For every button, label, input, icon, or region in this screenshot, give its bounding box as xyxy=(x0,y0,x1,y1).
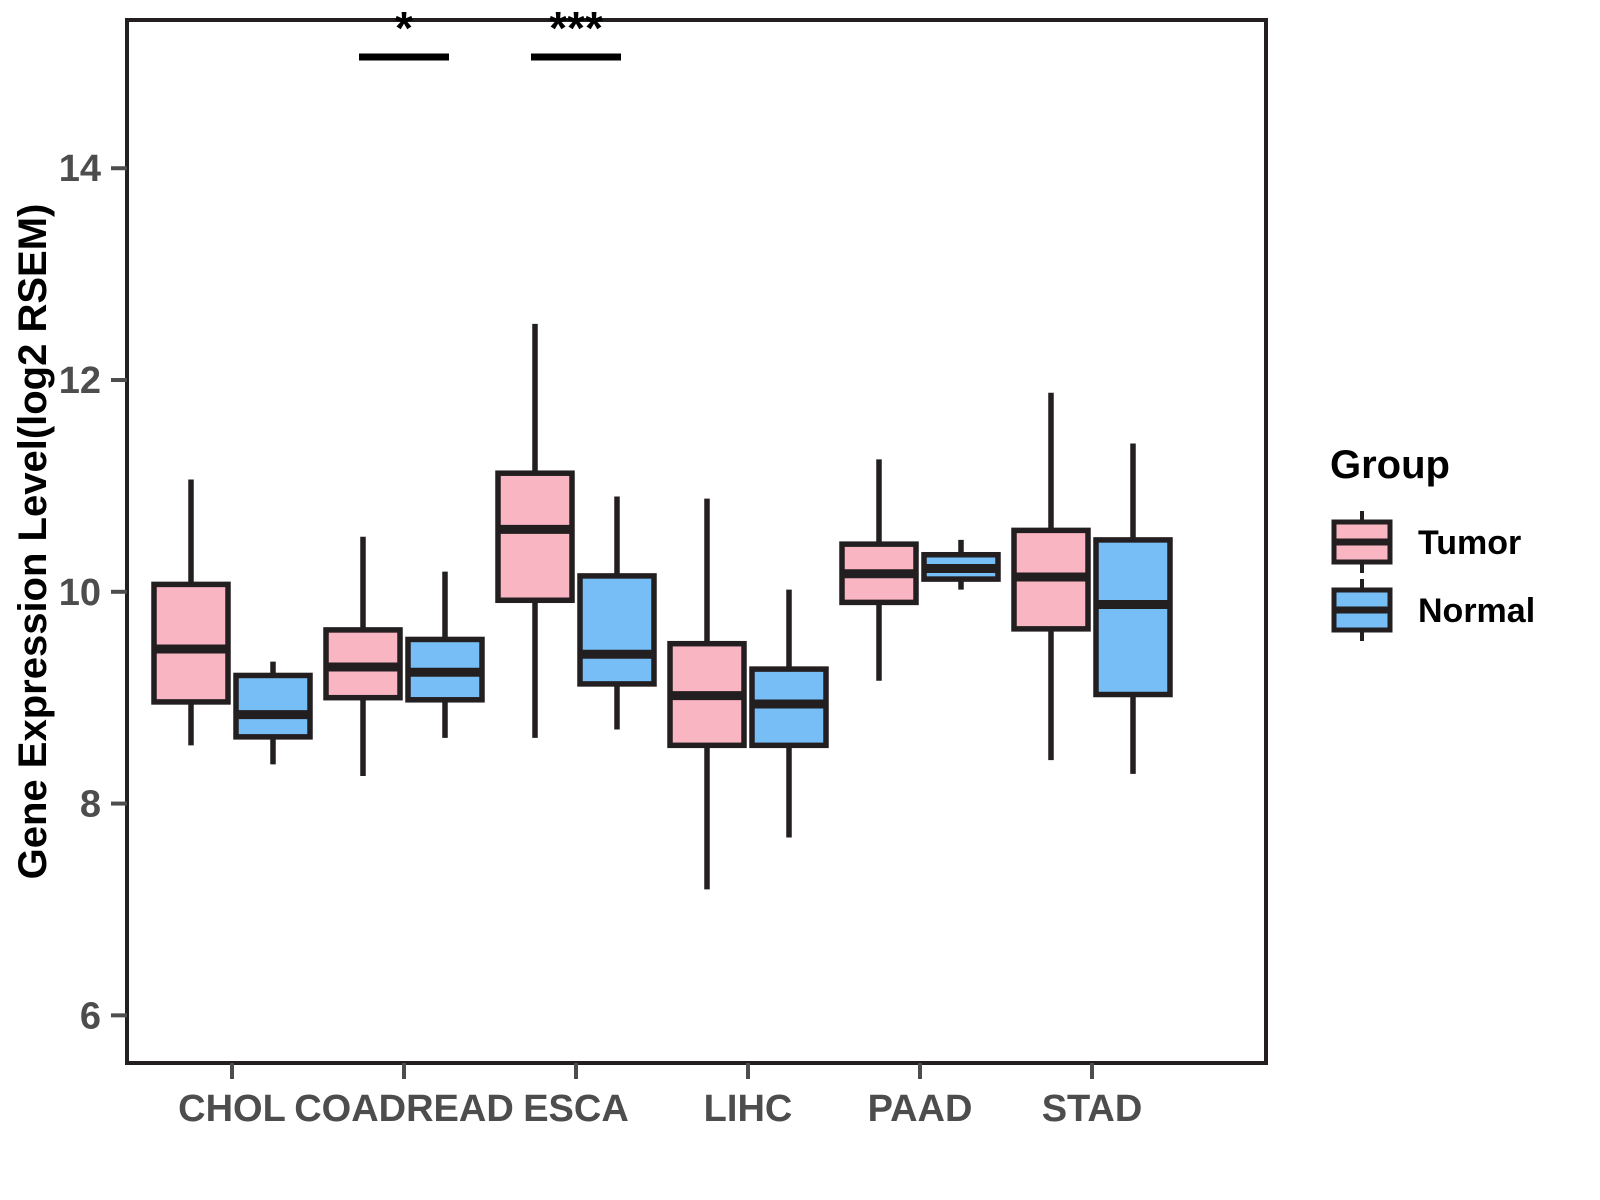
y-tick-label: 6 xyxy=(80,995,101,1037)
box-rect xyxy=(151,581,231,705)
box-esca-normal xyxy=(577,496,657,730)
box-lihc-normal xyxy=(749,589,829,838)
box-coadread-tumor xyxy=(323,536,403,777)
box-paad-tumor xyxy=(839,459,919,681)
x-axis: CHOL COADREAD ESCA LIHC PAAD STAD xyxy=(178,1063,1142,1130)
x-tick-label-chol: CHOL xyxy=(178,1088,286,1130)
box-rect xyxy=(495,470,575,604)
box-lihc-tumor xyxy=(667,498,747,890)
legend-label-tumor: Tumor xyxy=(1418,524,1521,562)
box-rect xyxy=(1093,537,1173,698)
legend-title: Group xyxy=(1330,443,1450,487)
y-tick-label: 12 xyxy=(59,360,101,402)
x-tick-label-esca: ESCA xyxy=(523,1088,629,1130)
x-tick-label-paad: PAAD xyxy=(868,1088,973,1130)
y-tick-label: 8 xyxy=(80,784,101,826)
legend-item-tumor[interactable]: Tumor xyxy=(1331,511,1521,573)
box-esca-tumor xyxy=(495,323,575,738)
y-tick-label: 10 xyxy=(59,572,101,614)
x-tick-label-coadread: COADREAD xyxy=(294,1088,514,1130)
box-chol-normal xyxy=(233,661,313,765)
y-tick-label: 14 xyxy=(59,148,101,190)
box-chol-tumor xyxy=(151,479,231,746)
box-paad-normal xyxy=(921,539,1001,590)
box-coadread-normal xyxy=(405,571,485,738)
legend-item-normal[interactable]: Normal xyxy=(1331,579,1535,641)
box-rect xyxy=(233,672,313,740)
box-stad-normal xyxy=(1093,443,1173,774)
box-stad-tumor xyxy=(1011,392,1091,761)
legend-label-normal: Normal xyxy=(1418,592,1535,630)
x-tick-label-lihc: LIHC xyxy=(704,1088,793,1130)
significance-stars: * xyxy=(395,2,413,54)
box-rect xyxy=(577,573,657,687)
panel-rect xyxy=(125,18,1268,1065)
significance-annotations: * *** xyxy=(359,2,621,61)
significance-stars: *** xyxy=(549,2,603,54)
y-axis-title: Gene Expression Level(log2 RSEM) xyxy=(11,204,55,880)
x-tick-label-stad: STAD xyxy=(1042,1088,1143,1130)
box-series xyxy=(151,323,1173,890)
legend: Group Tumor Normal xyxy=(1330,443,1535,641)
panel-border xyxy=(125,18,1268,1065)
